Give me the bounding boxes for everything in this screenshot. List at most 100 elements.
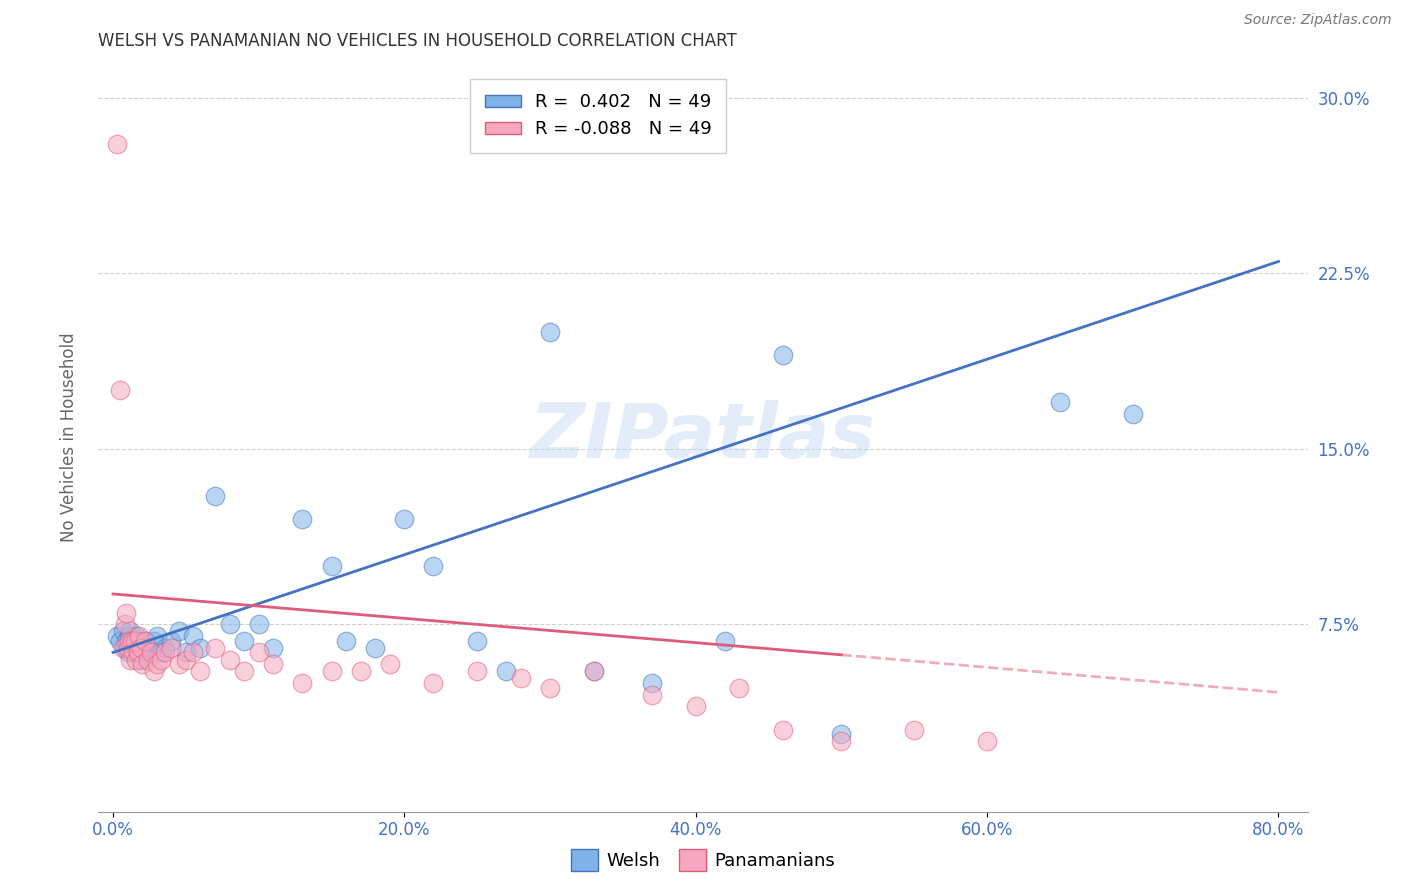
Point: [204, 489, 226, 503]
Point: [128, 633, 150, 648]
Point: [976, 734, 998, 748]
Point: [641, 676, 664, 690]
Point: [131, 646, 153, 660]
Text: WELSH VS PANAMANIAN NO VEHICLES IN HOUSEHOLD CORRELATION CHART: WELSH VS PANAMANIAN NO VEHICLES IN HOUSE…: [98, 32, 737, 50]
Point: [262, 657, 284, 672]
Point: [115, 633, 138, 648]
Point: [124, 646, 146, 660]
Point: [160, 633, 183, 648]
Point: [105, 137, 128, 152]
Point: [129, 640, 152, 655]
Point: [139, 646, 162, 660]
Point: [127, 640, 149, 655]
Point: [122, 646, 145, 660]
Point: [495, 664, 517, 679]
Point: [121, 633, 143, 648]
Point: [134, 633, 156, 648]
Point: [127, 646, 149, 660]
Legend: Welsh, Panamanians: Welsh, Panamanians: [564, 842, 842, 879]
Point: [582, 664, 605, 679]
Point: [262, 640, 284, 655]
Point: [903, 723, 925, 737]
Point: [136, 640, 159, 655]
Point: [364, 640, 387, 655]
Point: [121, 640, 143, 655]
Point: [117, 646, 139, 660]
Point: [181, 629, 204, 643]
Point: [394, 512, 416, 526]
Point: [142, 633, 165, 648]
Point: [538, 681, 561, 695]
Point: [120, 624, 142, 639]
Point: [233, 633, 256, 648]
Point: [160, 640, 183, 655]
Point: [139, 646, 162, 660]
Point: [131, 657, 153, 672]
Point: [465, 633, 488, 648]
Text: Source: ZipAtlas.com: Source: ZipAtlas.com: [1244, 13, 1392, 28]
Point: [204, 640, 226, 655]
Point: [174, 646, 197, 660]
Point: [422, 558, 444, 573]
Point: [321, 664, 343, 679]
Point: [641, 688, 664, 702]
Point: [112, 640, 135, 655]
Point: [115, 606, 138, 620]
Point: [122, 633, 145, 648]
Point: [150, 646, 173, 660]
Point: [114, 617, 136, 632]
Point: [136, 652, 159, 666]
Point: [120, 652, 142, 666]
Point: [145, 657, 167, 672]
Point: [218, 652, 240, 666]
Point: [114, 640, 136, 655]
Point: [167, 657, 190, 672]
Point: [142, 664, 165, 679]
Point: [129, 652, 152, 666]
Point: [218, 617, 240, 632]
Point: [291, 676, 314, 690]
Point: [110, 633, 132, 648]
Point: [167, 624, 190, 639]
Point: [174, 652, 197, 666]
Point: [1049, 395, 1071, 409]
Point: [124, 633, 146, 648]
Y-axis label: No Vehicles in Household: No Vehicles in Household: [59, 332, 77, 542]
Point: [772, 348, 794, 362]
Point: [190, 664, 212, 679]
Point: [110, 384, 132, 398]
Point: [538, 325, 561, 339]
Point: [112, 624, 135, 639]
Point: [465, 664, 488, 679]
Point: [350, 664, 373, 679]
Point: [321, 558, 343, 573]
Point: [145, 629, 167, 643]
Legend: R =  0.402   N = 49, R = -0.088   N = 49: R = 0.402 N = 49, R = -0.088 N = 49: [470, 79, 727, 153]
Point: [125, 652, 148, 666]
Point: [155, 640, 177, 655]
Point: [714, 633, 737, 648]
Text: ZIPatlas: ZIPatlas: [530, 401, 876, 474]
Point: [150, 652, 173, 666]
Point: [118, 633, 141, 648]
Point: [335, 633, 357, 648]
Point: [247, 646, 270, 660]
Point: [181, 646, 204, 660]
Point: [685, 699, 707, 714]
Point: [118, 629, 141, 643]
Point: [233, 664, 256, 679]
Point: [190, 640, 212, 655]
Point: [105, 629, 128, 643]
Point: [772, 723, 794, 737]
Point: [155, 646, 177, 660]
Point: [134, 633, 156, 648]
Point: [582, 664, 605, 679]
Point: [830, 727, 852, 741]
Point: [125, 629, 148, 643]
Point: [117, 640, 139, 655]
Point: [247, 617, 270, 632]
Point: [728, 681, 751, 695]
Point: [830, 734, 852, 748]
Point: [422, 676, 444, 690]
Point: [378, 657, 401, 672]
